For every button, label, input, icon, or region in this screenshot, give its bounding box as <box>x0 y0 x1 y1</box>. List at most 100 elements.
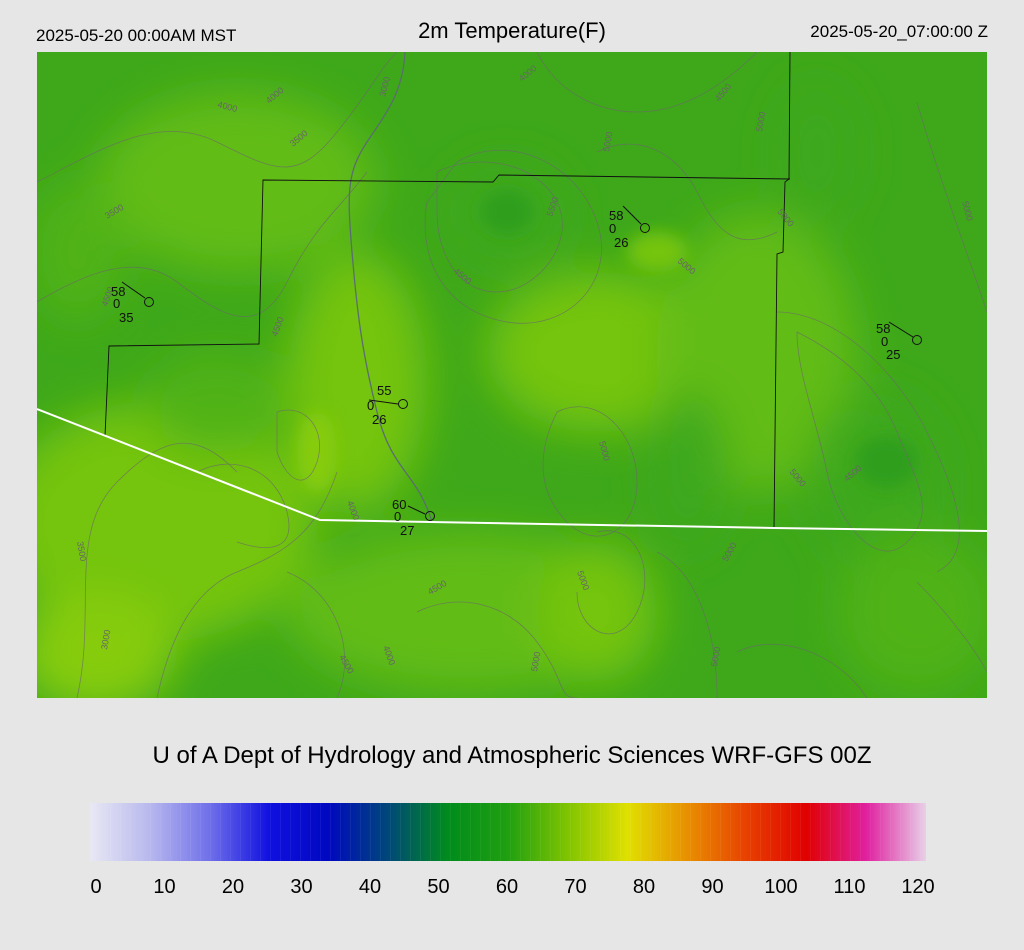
colorbar-band <box>880 803 881 861</box>
colorbar-band <box>330 803 331 861</box>
contour-label: 3500 <box>75 541 88 562</box>
contour-label: 5000 <box>754 111 767 132</box>
contour-label: 5000 <box>601 131 614 152</box>
station-mid: 0 <box>881 334 888 349</box>
station-dewpoint: 26 <box>372 412 386 427</box>
colorbar-band <box>730 803 731 861</box>
colorbar-band <box>620 803 621 861</box>
colorbar-band <box>900 803 901 861</box>
colorbar-band <box>110 803 111 861</box>
colorbar-band <box>700 803 701 861</box>
colorbar-band <box>790 803 791 861</box>
colorbar-band <box>600 803 601 861</box>
station-temp: 60 <box>392 497 406 512</box>
station-circle-icon <box>144 297 154 307</box>
colorbar-band <box>550 803 551 861</box>
colorbar-band <box>490 803 491 861</box>
colorbar-band <box>860 803 861 861</box>
colorbar-band <box>660 803 661 861</box>
source-credit: U of A Dept of Hydrology and Atmospheric… <box>152 742 872 769</box>
colorbar-band <box>750 803 751 861</box>
temperature-detail <box>297 190 917 492</box>
colorbar-band <box>340 803 341 861</box>
temperature-field <box>37 82 987 698</box>
colorbar-band <box>920 803 921 861</box>
county-boundaries <box>104 52 791 529</box>
station-temp: 58 <box>609 208 623 223</box>
contour-label: 3000 <box>99 629 112 650</box>
colorbar-band <box>400 803 401 861</box>
colorbar-band <box>850 803 851 861</box>
station-circle-icon <box>398 399 408 409</box>
station-circle-icon <box>640 223 650 233</box>
colorbar-band <box>130 803 131 861</box>
colorbar-band <box>890 803 891 861</box>
colorbar-band <box>480 803 481 861</box>
colorbar-band <box>780 803 781 861</box>
colorbar-gradient <box>90 803 926 861</box>
station-mid: 0 <box>367 398 374 413</box>
colorbar-band <box>200 803 201 861</box>
station-dewpoint: 25 <box>886 347 900 362</box>
colorbar-band <box>270 803 271 861</box>
map-title: 2m Temperature(F) <box>418 18 606 43</box>
colorbar-band <box>170 803 171 861</box>
colorbar-band <box>370 803 371 861</box>
colorbar-tick-label: 110 <box>833 876 866 898</box>
colorbar-tick-label: 120 <box>901 876 935 898</box>
colorbar-tick-label: 60 <box>495 876 519 898</box>
colorbar-band <box>810 803 811 861</box>
colorbar-band <box>460 803 461 861</box>
colorbar-band <box>680 803 681 861</box>
colorbar-band <box>310 803 311 861</box>
colorbar-band <box>820 803 821 861</box>
colorbar-band <box>710 803 711 861</box>
station-mid: 0 <box>609 221 616 236</box>
contour-label: 5000 <box>709 646 722 667</box>
colorbar-band <box>100 803 101 861</box>
colorbar-band <box>290 803 291 861</box>
colorbar-band <box>650 803 651 861</box>
colorbar-band <box>380 803 381 861</box>
colorbar-band <box>220 803 221 861</box>
colorbar-band <box>280 803 281 861</box>
station-plot: 58 0 26 <box>609 205 650 250</box>
colorbar-band <box>870 803 871 861</box>
elevation-contours <box>37 52 987 698</box>
colorbar-band <box>840 803 841 861</box>
station-plot: 58 0 25 <box>876 321 922 362</box>
colorbar-band <box>640 803 641 861</box>
colorbar-tick-label: 0 <box>90 876 102 898</box>
colorbar-band <box>260 803 261 861</box>
colorbar-band <box>240 803 241 861</box>
colorbar-tick-label: 40 <box>358 876 382 898</box>
colorbar-band <box>470 803 471 861</box>
colorbar-band <box>800 803 801 861</box>
colorbar-band <box>120 803 121 861</box>
station-temp: 58 <box>111 284 125 299</box>
colorbar-tick-label: 20 <box>221 876 245 898</box>
colorbar-tick-label: 10 <box>153 876 176 898</box>
station-mid: 0 <box>113 296 120 311</box>
station-plot: 55 0 26 <box>367 383 408 427</box>
station-plot: 60 0 27 <box>392 497 435 538</box>
temperature-colorbar <box>90 803 926 861</box>
station-circle-icon <box>425 511 435 521</box>
station-temp: 55 <box>377 383 391 398</box>
colorbar-band <box>140 803 141 861</box>
map-canvas: 4000 4000 3500 3500 3000 4000 4500 5000 … <box>37 52 987 698</box>
colorbar-band <box>180 803 181 861</box>
colorbar-tick-label: 50 <box>427 876 450 898</box>
colorbar-band <box>420 803 421 861</box>
colorbar-band <box>610 803 611 861</box>
colorbar-band <box>690 803 691 861</box>
colorbar-band <box>770 803 771 861</box>
colorbar-tick-label: 100 <box>764 876 798 898</box>
colorbar-tick-label: 90 <box>701 876 724 898</box>
colorbar-band <box>390 803 391 861</box>
colorbar-band <box>670 803 671 861</box>
colorbar-band <box>410 803 411 861</box>
temperature-map: 4000 4000 3500 3500 3000 4000 4500 5000 … <box>37 52 987 698</box>
colorbar-band <box>530 803 531 861</box>
station-circle-icon <box>912 335 922 345</box>
